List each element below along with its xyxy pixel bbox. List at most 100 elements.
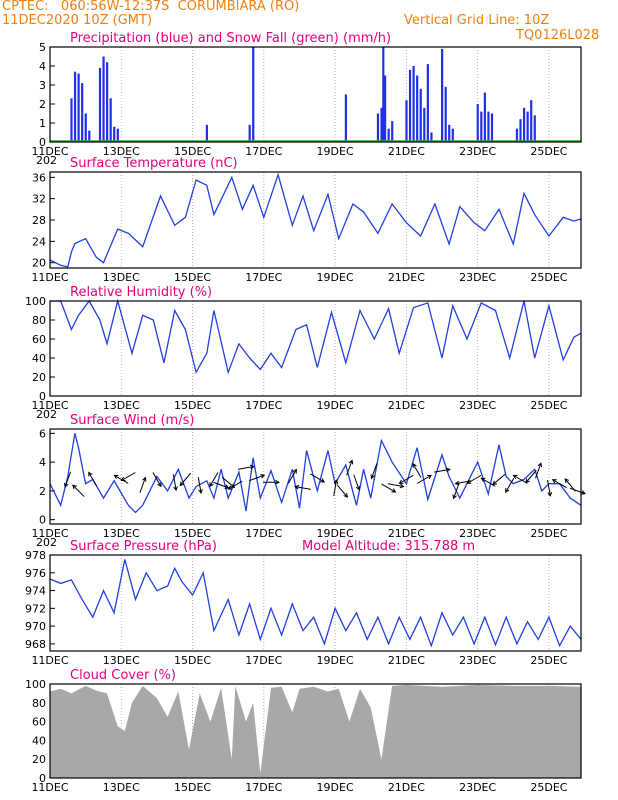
panel-frame bbox=[49, 171, 582, 269]
x-tick-label: 13DEC bbox=[103, 145, 140, 158]
wind-arrow bbox=[197, 477, 203, 495]
wind-arrow bbox=[179, 472, 191, 487]
wind-arrow bbox=[72, 484, 85, 497]
precip-bar bbox=[344, 94, 347, 142]
y-tick-label: 2 bbox=[39, 98, 46, 111]
wind-arrow-shaft bbox=[209, 472, 219, 487]
y-tick-label: 32 bbox=[32, 193, 46, 206]
precip-bar bbox=[405, 100, 408, 142]
x-tick-label: 11DEC bbox=[31, 271, 68, 284]
rh-panel: 11DEC 13DEC 15DEC 17DEC 19DEC 21DEC 23DEC 25DEC… bbox=[25, 285, 582, 421]
y-tick-label: 4 bbox=[39, 456, 46, 469]
y-tick-label: 5 bbox=[39, 41, 46, 54]
precip-bar bbox=[451, 128, 454, 142]
y-tick-label: 0 bbox=[39, 772, 46, 785]
precip-bar bbox=[116, 128, 119, 142]
wind-arrow-head bbox=[398, 479, 404, 484]
precip-bar bbox=[73, 71, 77, 142]
wind-arrow bbox=[152, 472, 162, 488]
wind-arrow-head bbox=[260, 474, 266, 479]
x-tick-label: 23DEC bbox=[459, 399, 496, 412]
panel-frame bbox=[49, 683, 582, 779]
wind-arrow-head bbox=[343, 493, 349, 498]
wind-arrow-head bbox=[537, 462, 543, 468]
y-tick-label: 28 bbox=[32, 214, 46, 227]
panel-title: Surface Pressure (hPa) bbox=[70, 539, 217, 554]
wind-arrow-head bbox=[120, 476, 126, 482]
wind-arrow-shaft bbox=[481, 477, 496, 487]
x-tick-label: 15DEC bbox=[174, 527, 211, 540]
wind-arrow-head bbox=[525, 478, 530, 484]
x-tick-label: 13DEC bbox=[103, 271, 140, 284]
wind-arrow bbox=[492, 473, 506, 486]
wind-arrow-shaft bbox=[228, 480, 243, 490]
wind-arrow-shaft bbox=[434, 468, 450, 473]
wind-arrow bbox=[346, 459, 354, 476]
precip-bar bbox=[526, 111, 529, 142]
wind-arrow bbox=[120, 472, 136, 482]
wind-arrow-head bbox=[452, 494, 457, 500]
x-tick-label: 11DEC bbox=[31, 781, 68, 794]
y-tick-label: 3 bbox=[39, 79, 46, 92]
wind-arrow-shaft bbox=[238, 465, 254, 470]
x-tick-label: 15DEC bbox=[174, 271, 211, 284]
wind-arrow-shaft bbox=[505, 477, 515, 493]
pressure-panel: 11DEC 13DEC 15DEC 17DEC 19DEC 21DEC 23DEC 25DEC… bbox=[25, 539, 582, 667]
wind-arrow-shaft bbox=[333, 480, 337, 496]
x-tick-label: 21DEC bbox=[388, 527, 425, 540]
x-tick-label: 13DEC bbox=[103, 781, 140, 794]
x-tick-label: 19DEC bbox=[317, 527, 354, 540]
x-tick-label: 17DEC bbox=[245, 145, 282, 158]
wind-arrow-head bbox=[445, 467, 451, 473]
x-tick-label: 17DEC bbox=[245, 399, 282, 412]
wind-arrow-shaft bbox=[353, 474, 360, 490]
wind-arrow-head bbox=[157, 482, 162, 488]
precip-bar bbox=[480, 111, 483, 142]
wind-arrow bbox=[333, 479, 339, 496]
y-tick-label: 40 bbox=[32, 352, 46, 365]
precip-panel: 11DEC 13DEC 15DEC 17DEC 19DEC 21DEC 23DEC 25DEC… bbox=[31, 31, 582, 167]
panel-frame bbox=[49, 428, 582, 525]
year-label-fragment: 202 bbox=[36, 154, 57, 167]
y-tick-label: 20 bbox=[32, 371, 46, 384]
wind-arrow-head bbox=[580, 490, 586, 495]
wind-arrow-shaft bbox=[535, 463, 542, 479]
wind-arrow-head bbox=[179, 481, 185, 487]
wind-arrow bbox=[249, 474, 266, 482]
wind-arrow-head bbox=[492, 480, 497, 486]
x-tick-label: 21DEC bbox=[388, 271, 425, 284]
x-tick-label: 11DEC bbox=[31, 145, 68, 158]
wind-arrow-head bbox=[505, 488, 510, 493]
x-tick-label: 17DEC bbox=[245, 527, 282, 540]
y-tick-label: 36 bbox=[32, 171, 46, 184]
precip-bar bbox=[81, 83, 84, 142]
y-tick-label: 972 bbox=[25, 602, 46, 615]
wind-arrow-shaft bbox=[492, 473, 506, 485]
wind-arrow bbox=[209, 472, 219, 488]
precip-bar bbox=[515, 128, 519, 142]
wind-arrow-head bbox=[348, 459, 354, 465]
wind-arrow-head bbox=[480, 477, 486, 482]
y-tick-label: 4 bbox=[39, 60, 46, 73]
wind-arrow-head bbox=[466, 479, 472, 484]
x-tick-label: 11DEC bbox=[31, 399, 68, 412]
wind-arrow bbox=[353, 474, 361, 491]
y-tick-label: 100 bbox=[25, 295, 46, 308]
x-tick-label: 13DEC bbox=[103, 399, 140, 412]
precip-bar bbox=[416, 75, 419, 142]
wind-arrow-shaft bbox=[72, 484, 85, 497]
wind-arrow-head bbox=[399, 483, 405, 489]
precip-bar bbox=[84, 113, 87, 142]
precip-bar bbox=[70, 98, 73, 142]
y-tick-label: 970 bbox=[25, 620, 46, 633]
precip-bar bbox=[522, 107, 526, 142]
y-tick-label: 976 bbox=[25, 567, 46, 580]
precip-bar bbox=[248, 124, 251, 142]
y-tick-label: 40 bbox=[32, 734, 46, 747]
wind-arrow bbox=[398, 474, 414, 484]
wind-arrow-head bbox=[227, 485, 233, 490]
wind-arrow bbox=[139, 476, 147, 493]
precip-bar bbox=[77, 73, 80, 142]
panel-title: Surface Wind (m/s) bbox=[70, 413, 194, 428]
